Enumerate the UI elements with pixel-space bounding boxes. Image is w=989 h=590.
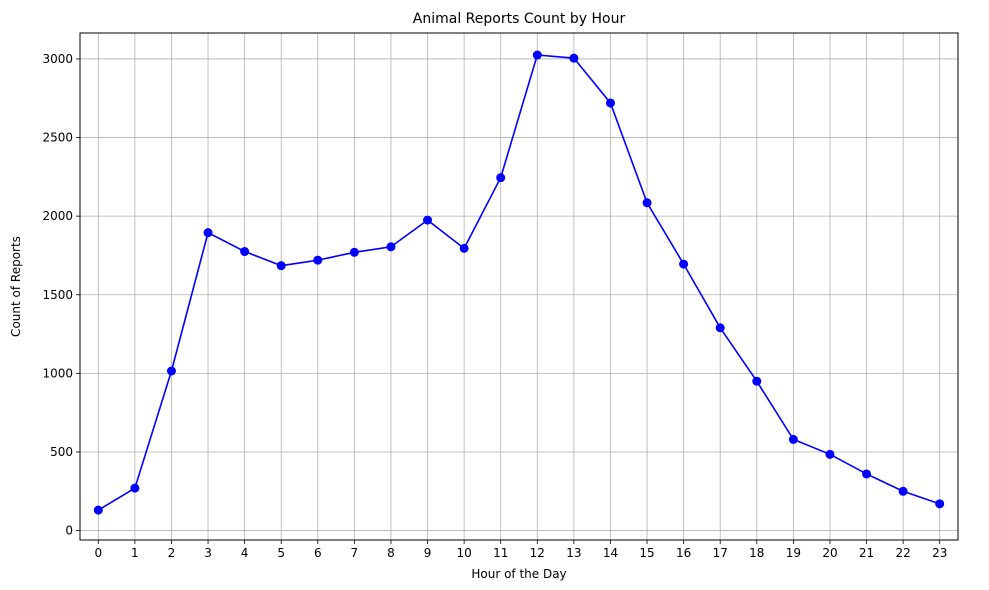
- x-tick-label: 21: [859, 546, 874, 560]
- data-point: [203, 228, 213, 238]
- x-tick-label: 4: [241, 546, 249, 560]
- y-tick-label: 500: [50, 445, 73, 459]
- data-point: [825, 449, 835, 459]
- y-tick-label: 0: [65, 524, 73, 538]
- data-point: [569, 53, 579, 63]
- data-point: [935, 499, 945, 509]
- x-axis-title: Hour of the Day: [471, 567, 566, 581]
- x-tick-label: 1: [131, 546, 139, 560]
- x-tick-label: 0: [94, 546, 102, 560]
- y-tick-label: 3000: [42, 52, 73, 66]
- x-axis-ticks: 0 1 2 3 4 5 6 7 8 9 10 11 12 13 14 15 16 17 18 19 20 21 22 23: [94, 540, 947, 560]
- y-tick-label: 2500: [42, 131, 73, 145]
- y-tick-label: 2000: [42, 209, 73, 223]
- y-tick-label: 1500: [42, 288, 73, 302]
- x-tick-label: 2: [168, 546, 176, 560]
- data-point: [642, 198, 652, 208]
- x-tick-label: 3: [204, 546, 212, 560]
- x-tick-label: 16: [676, 546, 691, 560]
- data-point: [752, 376, 762, 386]
- y-axis-title: Count of Reports: [9, 236, 23, 337]
- x-tick-label: 11: [493, 546, 508, 560]
- data-point: [386, 242, 396, 252]
- x-tick-label: 20: [822, 546, 837, 560]
- x-tick-label: 14: [603, 546, 618, 560]
- series-line: [97, 54, 940, 511]
- data-point: [349, 247, 359, 257]
- data-point: [679, 259, 689, 269]
- x-tick-label: 8: [387, 546, 395, 560]
- data-point: [93, 505, 103, 515]
- x-tick-label: 18: [749, 546, 764, 560]
- data-point: [459, 243, 469, 253]
- x-tick-label: 19: [786, 546, 801, 560]
- data-point: [240, 247, 250, 257]
- data-point: [862, 469, 872, 479]
- data-point: [898, 486, 908, 496]
- x-tick-label: 12: [530, 546, 545, 560]
- x-tick-label: 23: [932, 546, 947, 560]
- x-tick-label: 5: [277, 546, 285, 560]
- x-tick-label: 7: [351, 546, 359, 560]
- data-point: [605, 98, 615, 108]
- x-tick-label: 15: [639, 546, 654, 560]
- data-point: [496, 173, 506, 183]
- x-tick-label: 6: [314, 546, 322, 560]
- chart-title: Animal Reports Count by Hour: [413, 11, 626, 27]
- data-point: [130, 483, 140, 493]
- y-axis-ticks: 0 500 1000 1500 2000 2500 3000: [42, 52, 80, 538]
- x-tick-label: 17: [713, 546, 728, 560]
- data-point: [788, 434, 798, 444]
- x-tick-label: 10: [456, 546, 471, 560]
- x-tick-label: 9: [424, 546, 432, 560]
- data-point: [715, 323, 725, 333]
- data-point: [423, 215, 433, 225]
- data-point: [532, 50, 542, 60]
- x-tick-label: 13: [566, 546, 581, 560]
- data-point: [276, 261, 286, 271]
- data-point: [166, 366, 176, 376]
- data-markers: [93, 50, 945, 515]
- series-line-layer: [97, 54, 940, 511]
- grid-lines: [80, 33, 958, 540]
- y-tick-label: 1000: [42, 366, 73, 380]
- data-point: [313, 255, 323, 265]
- x-tick-label: 22: [895, 546, 910, 560]
- plot-frame: [79, 32, 959, 541]
